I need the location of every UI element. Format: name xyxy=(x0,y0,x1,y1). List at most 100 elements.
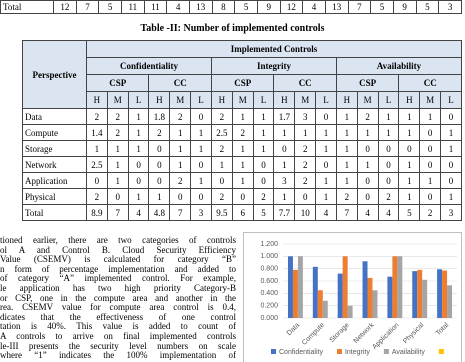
cell: 2 xyxy=(294,156,317,173)
cell: 1 xyxy=(190,124,212,141)
cell: 0 xyxy=(356,140,379,157)
cell: 1 xyxy=(315,172,337,189)
table-row: Data 2 2 1 1.8 2 0 2 1 1 1.7 3 0 1 2 1 1 1 0 xyxy=(22,108,462,125)
cell: 0 xyxy=(169,188,192,205)
cell: 5 xyxy=(252,204,275,221)
cell: 1 xyxy=(315,124,337,141)
cell: 1 xyxy=(106,156,129,173)
table-caption: Table -II: Number of implemented control… xyxy=(140,23,325,34)
text-line: Value (CSEMV) is calculated for category… xyxy=(0,254,236,265)
bar xyxy=(297,256,303,318)
bar xyxy=(372,290,378,318)
bar xyxy=(447,285,453,318)
table-fragment: Total 12 7 5 11 11 4 13 8 5 9 12 4 13 7 5 9 5 3 xyxy=(0,0,462,14)
cell: 7 xyxy=(347,0,372,14)
cell: 1 xyxy=(356,124,379,141)
cell: 2 xyxy=(169,108,192,125)
table-row: Total 8.9 7 4 4.8 7 3 9.5 6 5 7.7 10 4 7 4 4 5 2 3 xyxy=(22,204,462,221)
cell: 0 xyxy=(398,140,421,157)
cell: 1 xyxy=(231,172,254,189)
cell: 0 xyxy=(440,172,462,189)
cell: 1 xyxy=(335,108,358,125)
cell: 2 xyxy=(335,188,358,205)
text-line: or CSP, one in the compute area and anot… xyxy=(0,292,236,303)
cell: 0 xyxy=(377,172,400,189)
cell: 1 xyxy=(440,124,462,141)
corner-header: Perspective xyxy=(22,40,87,109)
cell: 7 xyxy=(75,0,100,14)
cell: 1 xyxy=(106,172,129,189)
bar xyxy=(337,273,343,318)
cell: 0 xyxy=(440,156,462,173)
level-header: M xyxy=(169,91,192,109)
row-label: Total xyxy=(0,0,54,14)
cell: 1.8 xyxy=(148,108,171,125)
cell: 1 xyxy=(440,140,462,157)
cell: 1 xyxy=(356,156,379,173)
cell: 1 xyxy=(169,156,192,173)
bar xyxy=(442,270,448,318)
cell: 1 xyxy=(127,188,150,205)
cell: 0 xyxy=(148,156,171,173)
cell: 0 xyxy=(419,188,442,205)
cell: 0 xyxy=(273,140,296,157)
bar xyxy=(417,269,423,318)
cell: 3 xyxy=(294,108,317,125)
cell: 0 xyxy=(252,156,275,173)
cell: 2 xyxy=(210,140,233,157)
cell: 9 xyxy=(392,0,417,14)
cell: 3 xyxy=(440,204,462,221)
legend-label: Confidentiality xyxy=(279,349,323,356)
bar xyxy=(362,261,368,318)
table-row: Physical 2 0 1 1 0 0 2 0 2 1 0 1 2 0 2 1 0 1 xyxy=(22,188,462,205)
table-row: Storage 1 1 1 0 1 1 2 1 1 0 2 1 1 0 0 0 0 1 xyxy=(22,140,462,157)
header-row: Perspective Implemented Controls xyxy=(22,40,462,109)
cell: 2 xyxy=(231,124,254,141)
cell: 1 xyxy=(419,172,442,189)
cell: 12 xyxy=(279,0,304,14)
cell: 1 xyxy=(335,140,358,157)
cell: 1 xyxy=(252,124,275,141)
cell: 1 xyxy=(377,124,400,141)
table-row: Network 2.5 1 0 0 1 0 1 1 0 1 2 0 1 1 0 1 0 0 xyxy=(22,156,462,173)
cell: 0 xyxy=(315,108,337,125)
group-name: Integrity xyxy=(210,57,337,75)
cell: 1 xyxy=(315,140,337,157)
y-tick-label: 0.600 xyxy=(260,278,278,285)
level-header: H xyxy=(210,91,233,109)
cell: 4 xyxy=(166,0,190,14)
bar xyxy=(292,269,298,318)
cell: 1 xyxy=(335,124,358,141)
cell: 1 xyxy=(440,188,462,205)
level-header: H xyxy=(398,91,421,109)
cell: 1 xyxy=(252,108,275,125)
cell: 5 xyxy=(415,0,440,14)
group-header: Implemented Controls xyxy=(86,40,462,58)
y-tick-label: 0.800 xyxy=(260,266,278,273)
cell: 1.4 xyxy=(86,124,108,141)
bar xyxy=(437,269,443,318)
cell: 3 xyxy=(273,172,296,189)
cell: 5 xyxy=(98,0,122,14)
cell: 2 xyxy=(148,124,171,141)
cell: 1 xyxy=(398,172,421,189)
paragraph: tioned earlier, there are two categories… xyxy=(0,236,236,362)
controls-table: Perspective Implemented Controls Confident… xyxy=(22,40,463,221)
cell: 0 xyxy=(148,140,171,157)
cell: 9 xyxy=(256,0,281,14)
cell: 2 xyxy=(294,172,317,189)
legend-label: Availability xyxy=(392,349,425,356)
cell: 0 xyxy=(315,156,337,173)
cell: 1 xyxy=(231,140,254,157)
cell: 7 xyxy=(169,204,192,221)
row-label: Compute xyxy=(22,124,87,141)
cell: 0 xyxy=(377,140,400,157)
cell: 3 xyxy=(190,204,212,221)
group-name: Availability xyxy=(335,57,463,75)
cell: 1 xyxy=(398,124,421,141)
cell: 2 xyxy=(419,204,442,221)
cell: 0 xyxy=(419,140,442,157)
